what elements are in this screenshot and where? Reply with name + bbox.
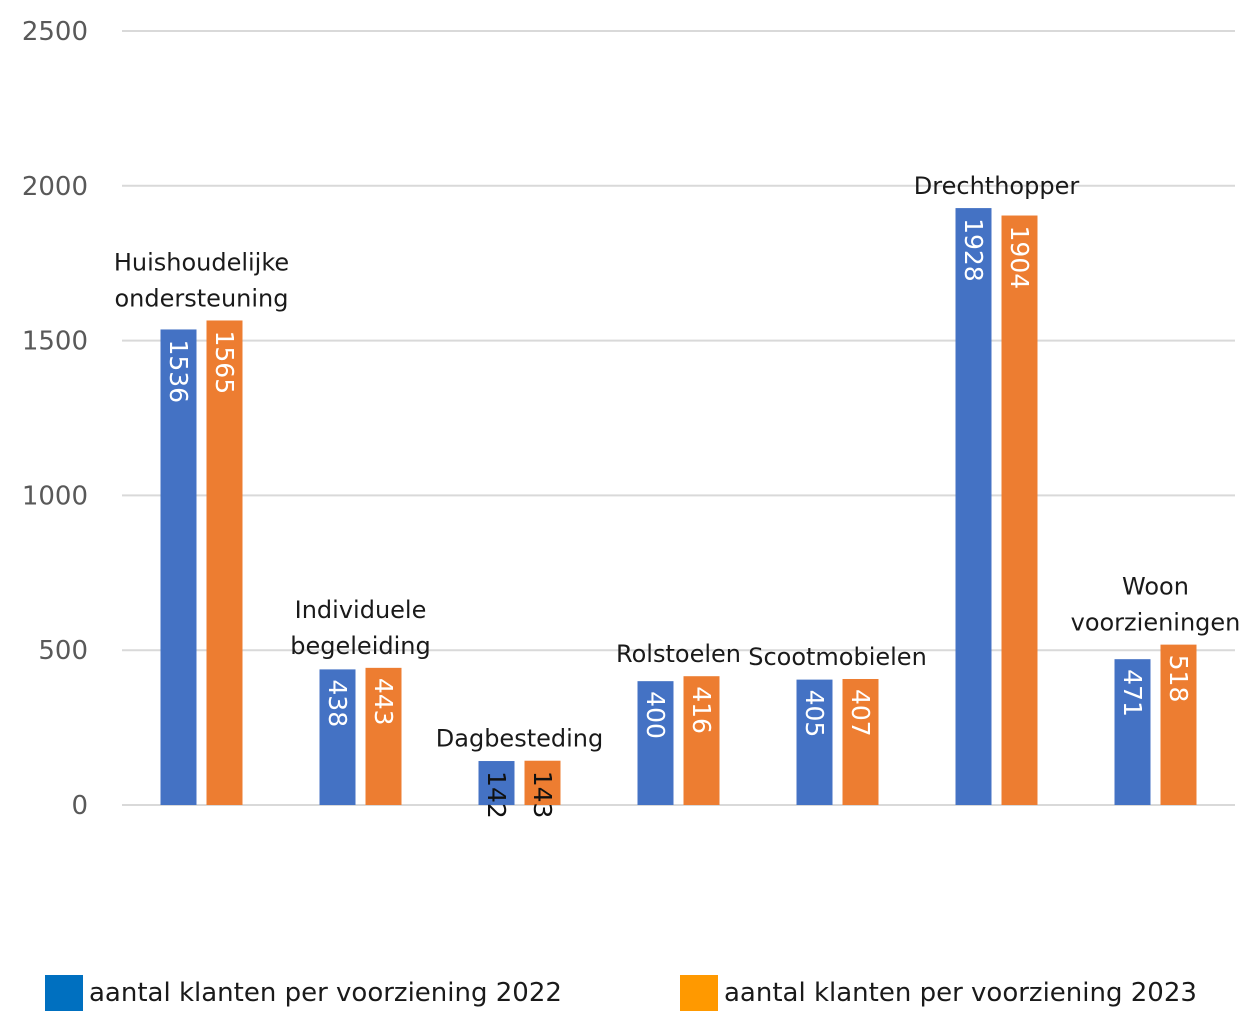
legend-label-2023: aantal klanten per voorziening 2023 [724,978,1197,1008]
bar-2023 [683,676,720,805]
category-label: ondersteuning [115,284,289,312]
bar-value-label: 142 [482,771,511,819]
y-tick-label: 1500 [22,327,88,357]
category-label: Scootmobielen [748,643,927,671]
y-tick-label: 0 [71,791,88,821]
y-tick-label: 2500 [22,17,88,47]
category-label: Dagbesteding [436,725,603,753]
bar-value-label: 1928 [959,218,988,282]
bar-value-label: 405 [800,690,829,738]
bar-2022 [955,208,992,806]
legend-swatch-2023 [680,975,718,1011]
bar-data-labels: 1536 1565 438 443 142 143 400 416 405 407 1928 1904… [164,218,1193,819]
bar-2022 [1114,659,1151,805]
category-label: Woon [1122,573,1189,601]
bar-2022 [478,761,515,805]
y-tick-label: 500 [38,636,88,666]
gridlines [122,30,1235,806]
bar-value-label: 143 [528,771,557,819]
bar-2023 [1001,215,1038,805]
bar-value-label: 471 [1118,669,1147,717]
bar-value-label: 443 [369,678,398,726]
bar-value-label: 400 [641,691,670,739]
bar-2022 [796,679,833,805]
bar-value-label: 1904 [1005,226,1034,290]
bar-2022 [637,681,674,805]
bar-2022 [319,669,356,805]
bar-value-label: 416 [687,686,716,734]
bar-2023 [1160,644,1197,805]
legend-item-2022: aantal klanten per voorziening 2022 [45,975,562,1011]
category-label: Individuele [295,596,427,624]
legend-swatch-2022 [45,975,83,1011]
category-labels: Huishoudelijke ondersteuning Individuele be… [114,172,1241,753]
bar-value-label: 438 [323,679,352,727]
bars [160,208,1197,806]
bar-2023 [206,320,243,805]
bar-value-label: 518 [1164,655,1193,703]
bar-2023 [524,760,561,805]
y-axis: 0 500 1000 1500 2000 2500 [22,17,88,821]
category-label: begeleiding [290,632,430,660]
bar-value-label: 1536 [164,339,193,403]
legend-item-2023: aantal klanten per voorziening 2023 [680,975,1197,1011]
bar-value-label: 1565 [210,330,239,394]
category-label: voorzieningen [1071,609,1241,637]
bar-2023 [365,667,402,805]
bar-2022 [160,329,197,805]
category-label: Huishoudelijke [114,248,289,276]
y-tick-label: 1000 [22,481,88,511]
bar-2023 [842,678,879,805]
category-label: Rolstoelen [616,640,741,668]
y-tick-label: 2000 [22,172,88,202]
bar-value-label: 407 [846,689,875,737]
bar-chart: 0 500 1000 1500 2000 2500 1536 1565 438 443 142 14… [22,17,1241,821]
category-label: Drechthopper [914,172,1080,200]
legend-label-2022: aantal klanten per voorziening 2022 [89,978,562,1008]
